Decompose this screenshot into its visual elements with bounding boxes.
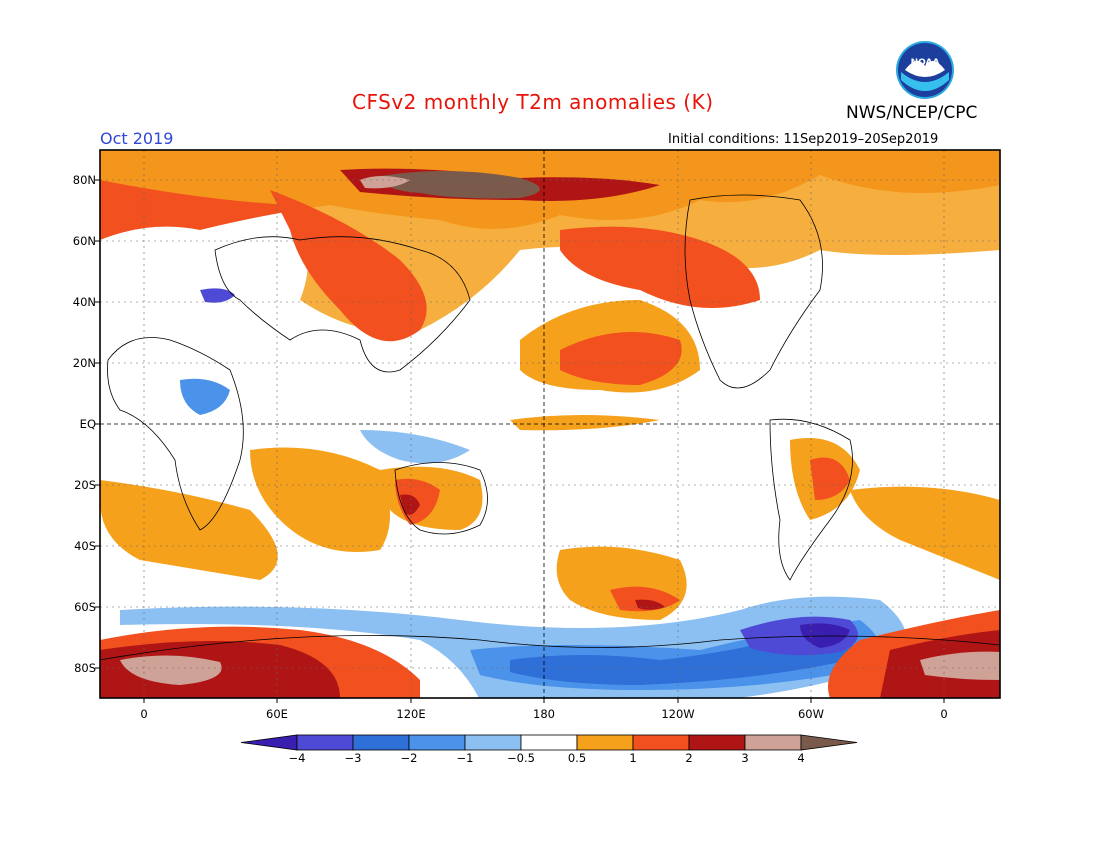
colorbar-swatch bbox=[240, 734, 298, 751]
colorbar-swatch bbox=[408, 734, 466, 751]
lat-label: 40N bbox=[72, 295, 96, 309]
colorbar-label: −4 bbox=[288, 751, 306, 765]
colorbar-swatch bbox=[296, 734, 354, 751]
lon-label: 0 bbox=[940, 707, 948, 721]
antarctica-outline bbox=[100, 635, 1000, 661]
australia-outline bbox=[394, 462, 488, 535]
month-label: Oct 2019 bbox=[100, 129, 174, 148]
colorbar-label: 3 bbox=[741, 751, 749, 765]
colorbar-swatch bbox=[464, 734, 522, 751]
colorbar-swatch bbox=[800, 734, 858, 751]
lat-label: 40S bbox=[74, 539, 96, 553]
north-america-outline bbox=[684, 194, 823, 389]
lat-label: 80S bbox=[74, 661, 96, 675]
colorbar-swatch bbox=[352, 734, 410, 751]
lat-label: 20N bbox=[72, 356, 96, 370]
lat-label: 80N bbox=[72, 173, 96, 187]
colorbar-label: 4 bbox=[797, 751, 805, 765]
colorbar-swatch bbox=[520, 734, 578, 751]
colorbar-swatch bbox=[744, 734, 802, 751]
eurasia-outline bbox=[214, 236, 471, 373]
colorbar-swatch bbox=[688, 734, 746, 751]
gridlines bbox=[100, 150, 1000, 698]
colorbar-swatch bbox=[632, 734, 690, 751]
logo-text: NOAA bbox=[911, 58, 940, 68]
org-label: NWS/NCEP/CPC bbox=[846, 103, 978, 123]
noaa-logo: NOAA bbox=[895, 40, 955, 100]
chart-title: CFSv2 monthly T2m anomalies (K) bbox=[352, 90, 714, 114]
lon-label: 60W bbox=[797, 707, 825, 721]
lat-label: 20S bbox=[74, 478, 96, 492]
lon-label: 180 bbox=[533, 707, 555, 721]
colorbar-label: −1 bbox=[456, 751, 474, 765]
lon-label: 60E bbox=[266, 707, 288, 721]
colorbar-label: −2 bbox=[400, 751, 418, 765]
equator-dateline bbox=[100, 150, 1000, 698]
colorbar-label: 2 bbox=[685, 751, 693, 765]
lat-label: EQ bbox=[79, 417, 96, 431]
initial-conditions-label: Initial conditions: 11Sep2019–20Sep2019 bbox=[668, 132, 939, 147]
colorbar-label: 1 bbox=[629, 751, 637, 765]
colorbar-swatch bbox=[576, 734, 634, 751]
colorbar bbox=[240, 734, 858, 751]
lon-label: 0 bbox=[140, 707, 148, 721]
lon-label: 120W bbox=[661, 707, 695, 721]
lat-label: 60S bbox=[74, 600, 96, 614]
lon-label: 120E bbox=[396, 707, 426, 721]
lat-label: 60N bbox=[72, 234, 96, 248]
south-america-outline bbox=[769, 418, 853, 581]
colorbar-label: −3 bbox=[344, 751, 362, 765]
colorbar-label: 0.5 bbox=[567, 751, 587, 765]
colorbar-label: −0.5 bbox=[507, 751, 535, 765]
africa-outline bbox=[107, 337, 244, 531]
